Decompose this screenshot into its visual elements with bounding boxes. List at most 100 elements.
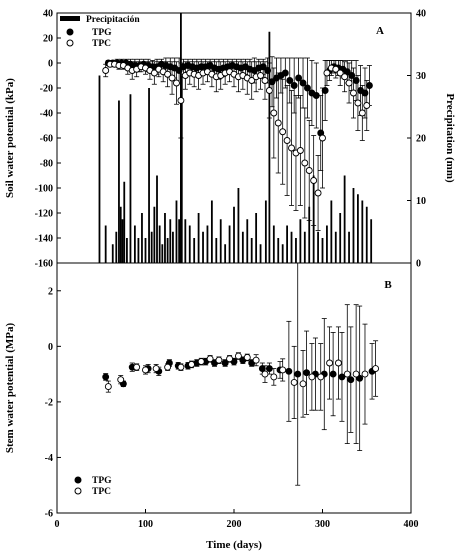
precip-bar xyxy=(272,225,275,263)
panel-a-tpc-point xyxy=(274,119,282,127)
panel-b-tpc-point xyxy=(334,359,342,367)
panel-a-y2label: Precipitation (mm) xyxy=(444,93,455,183)
panel-a-tpc-point xyxy=(265,87,273,94)
panel-b-xtick-label: 300 xyxy=(315,519,330,530)
precip-bar xyxy=(299,219,302,263)
panel-a-tpc-point xyxy=(283,137,291,144)
legend-tpg-marker xyxy=(66,28,74,36)
panel-a-tpc-point xyxy=(168,74,176,82)
panel-a-tpc-point xyxy=(354,99,362,107)
legend-b-tpc-label: TPC xyxy=(92,487,111,497)
panel-a-ytick-label: 20 xyxy=(43,34,53,45)
precip-bar xyxy=(166,238,169,263)
panel-a-tpc-point xyxy=(323,69,331,77)
precip-bar xyxy=(370,219,373,263)
panel-b-tpc-point xyxy=(133,363,141,371)
panel-a-tpc-point xyxy=(310,177,318,184)
panel-b-ytick-label: 0 xyxy=(48,342,53,353)
panel-a-tpc-point xyxy=(270,109,278,117)
panel-b-tpc-point xyxy=(279,366,287,374)
precip-bar xyxy=(343,175,346,263)
precip-bar xyxy=(206,225,209,263)
precip-bar xyxy=(115,231,118,263)
panel-b-tpc-point xyxy=(234,352,242,360)
precip-bar xyxy=(281,244,284,263)
legend-tpg-label: TPG xyxy=(92,28,112,38)
precip-bar xyxy=(141,213,143,263)
panel-a-tpg-point xyxy=(281,69,289,77)
panel-b-tpg-point xyxy=(329,370,337,378)
legend-b-tpg-marker xyxy=(74,476,82,484)
panel-b-tpg-point xyxy=(102,373,110,381)
panel-b-tpc-point xyxy=(215,356,223,364)
panel-a-y2tick-label: 30 xyxy=(416,71,426,82)
panel-a-tpc-point xyxy=(261,77,269,84)
panel-b-tpg-point xyxy=(221,359,229,367)
legend-b-tpg-label: TPG xyxy=(92,476,112,486)
precip-bar xyxy=(156,175,158,263)
axis-ticks: 40200-20-40-60-80-100-120-140-1604030201… xyxy=(35,9,426,531)
legend-tpc-marker xyxy=(66,39,74,47)
panel-b-tpc-point xyxy=(252,356,260,364)
precip-bar xyxy=(98,75,101,263)
precip-bar xyxy=(210,200,213,263)
panel-a-y2tick-label: 20 xyxy=(416,134,426,145)
precip-bar xyxy=(250,238,253,263)
precip-bar xyxy=(175,200,178,263)
panel-a-series xyxy=(102,56,373,231)
precip-bar xyxy=(164,213,166,263)
precip-bar xyxy=(172,231,174,263)
precip-bar xyxy=(348,231,350,263)
panel-a-legend: Precipitación TPG TPC xyxy=(60,15,140,49)
panel-b-tpg-point xyxy=(347,376,355,384)
panel-b-tpc-point xyxy=(188,360,195,368)
precip-bar xyxy=(202,231,204,263)
precip-bar xyxy=(129,94,132,263)
panel-a-ytick-label: -100 xyxy=(35,184,53,195)
panel-a-y2tick-label: 0 xyxy=(416,259,421,270)
panel-a-tpc-point xyxy=(173,79,180,87)
precip-bar xyxy=(219,219,222,263)
precip-bar xyxy=(111,244,114,263)
panel-a-tpc-point xyxy=(296,147,304,154)
panel-b-tpc-point xyxy=(308,373,316,381)
legend-tpc-label: TPC xyxy=(92,39,111,49)
precip-bar xyxy=(241,231,244,263)
panel-a-ytick-label: -140 xyxy=(35,234,53,245)
panel-b-tpc-point xyxy=(352,370,360,378)
panel-b-xtick-label: 200 xyxy=(227,519,242,530)
panel-a-tpc-point xyxy=(177,97,185,104)
panel-b-tpc-point xyxy=(177,363,185,371)
panel-a-tpg-point xyxy=(299,79,307,87)
panel-b-ytick-label: 2 xyxy=(48,286,53,297)
panel-a-ytick-label: -120 xyxy=(35,209,53,220)
panel-a-tpg-point xyxy=(304,84,311,92)
panel-b-xtick-label: 100 xyxy=(138,519,153,530)
panel-b-tpc-point xyxy=(164,363,172,371)
precip-bar xyxy=(153,206,156,263)
precip-bar xyxy=(188,225,191,263)
panel-a-tpc-point xyxy=(288,144,295,152)
precip-bar xyxy=(233,206,235,263)
panel-a-tpc-point xyxy=(345,79,353,87)
precip-bar xyxy=(321,238,324,263)
precip-bar xyxy=(133,225,136,263)
precip-bar xyxy=(303,231,306,263)
precip-bar xyxy=(339,213,342,263)
panel-a-ytick-label: -160 xyxy=(35,259,53,270)
precip-bar xyxy=(137,238,140,263)
legend-precip-swatch xyxy=(60,16,80,21)
precip-bar xyxy=(126,238,128,263)
panel-a-ytick-label: 40 xyxy=(43,9,53,20)
panel-b-ylabel: Stem water potential (MPa) xyxy=(4,323,16,454)
precip-bar xyxy=(161,244,164,263)
panel-a-tpg-point xyxy=(365,82,373,89)
panel-a-tpg-point xyxy=(286,77,294,84)
panel-b-ytick-label: -6 xyxy=(45,509,53,520)
precip-bar xyxy=(193,238,196,263)
precip-bar xyxy=(255,213,258,263)
precip-bar xyxy=(123,181,126,263)
precip-bar xyxy=(361,200,364,263)
precip-bar xyxy=(150,231,153,263)
precip-bar xyxy=(144,238,147,263)
